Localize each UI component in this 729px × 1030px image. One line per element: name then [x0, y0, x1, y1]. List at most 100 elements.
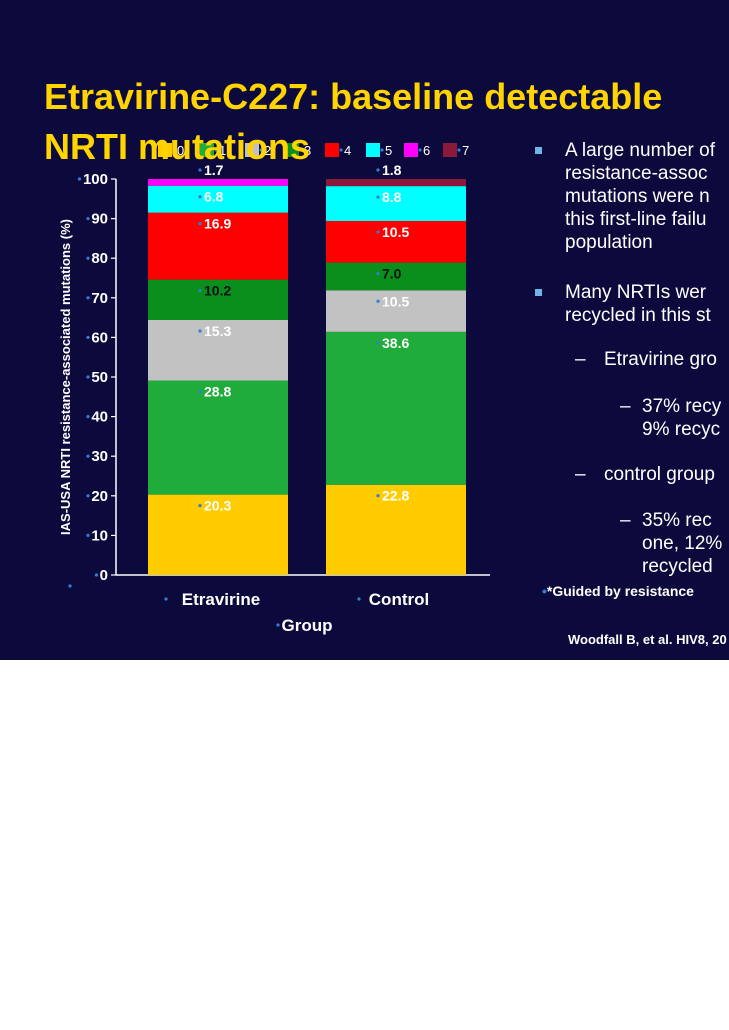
data-label: 6.8	[204, 189, 224, 205]
bullet-dot-icon	[299, 148, 303, 152]
bullet-dot-icon	[68, 584, 72, 588]
sub-etravirine-group: Etravirine gro	[604, 349, 717, 370]
x-tick-label: Etravirine	[182, 590, 260, 609]
data-label: 8.8	[382, 189, 402, 205]
bullet-dot-icon	[86, 494, 90, 498]
bullet-dot-icon	[94, 573, 99, 577]
bullet-dot-icon	[198, 389, 202, 394]
bullet-dot-icon	[198, 168, 202, 172]
bullet-dot-icon	[418, 148, 422, 152]
legend-swatch	[200, 143, 214, 157]
y-tick-label: 40	[91, 409, 108, 426]
bullet-dot-icon	[376, 271, 380, 276]
bullet-dot-icon	[172, 148, 176, 152]
data-label: 22.8	[382, 488, 409, 504]
bullet-dot-icon	[457, 148, 461, 152]
bullet-dot-icon	[376, 230, 380, 234]
bullet-dot-icon	[86, 296, 90, 300]
y-tick-label: 70	[91, 290, 108, 307]
data-label: 1.8	[382, 162, 402, 178]
y-axis-title: IAS-USA NRTI resistance-associated mutat…	[58, 219, 73, 535]
bullet-square-icon	[535, 147, 542, 154]
bullet-dot-icon	[198, 195, 202, 199]
data-label: 28.8	[204, 384, 231, 400]
y-tick-label: 50	[91, 369, 108, 386]
bullet-dot-icon	[198, 504, 202, 508]
bullet-dot-icon	[86, 256, 90, 260]
bar-segment	[148, 494, 288, 575]
data-label: 38.6	[382, 335, 409, 351]
bar-segment	[326, 186, 466, 221]
bar-segment	[148, 279, 288, 320]
slide-title: Etravirine-C227: baseline detectable	[44, 76, 663, 117]
legend-label: 7	[462, 143, 469, 158]
bullet-dot-icon	[86, 335, 90, 339]
bullet-1-line-2: resistance-assoc	[565, 163, 708, 184]
legend-swatch	[325, 143, 339, 157]
bullet-1-line-5: population	[565, 232, 653, 253]
bullet-dot-icon	[380, 148, 384, 152]
bar-segment	[326, 331, 466, 485]
y-tick-label: 60	[91, 329, 108, 346]
y-tick-label: 80	[91, 250, 108, 267]
data-label: 15.3	[204, 323, 231, 339]
data-label: 10.2	[204, 283, 231, 299]
y-tick-label: 30	[91, 448, 108, 465]
sub-etravirine-line-2: 9% recyc	[642, 419, 721, 440]
bar-segment	[148, 179, 288, 186]
dash-icon: –	[620, 396, 631, 417]
bullet-1-line-3: mutations were n	[565, 186, 710, 207]
y-tick-label: 100	[83, 171, 108, 188]
bullet-dot-icon	[86, 454, 90, 458]
x-tick-label: Control	[369, 590, 429, 609]
footnote: •*Guided by resistance	[542, 583, 694, 599]
bar-segment	[148, 212, 288, 280]
bullet-dot-icon	[339, 148, 343, 152]
legend-label: 4	[344, 143, 351, 158]
bullet-dot-icon	[376, 168, 380, 172]
bullet-dot-icon	[376, 494, 380, 498]
legend-swatch	[366, 143, 380, 157]
bullet-dot-icon	[357, 597, 361, 601]
bullet-dot-icon	[86, 217, 90, 221]
x-axis-title: Group	[282, 616, 333, 635]
sub-control-line-3: recycled	[642, 556, 713, 577]
legend-swatch	[245, 143, 259, 157]
sub-control-line-1: 35% rec	[642, 510, 712, 531]
bullet-dot-icon	[376, 195, 380, 199]
bar-segment	[326, 290, 466, 332]
bullet-dot-icon	[86, 533, 90, 538]
bullet-dot-icon	[198, 288, 202, 293]
bullet-dot-icon	[276, 623, 280, 627]
slide: 0 10 20 30 40 50 60 70 80 90 100 IAS-USA NRTI resis…	[0, 0, 729, 660]
legend-label: 6	[423, 143, 430, 158]
legend-swatch	[404, 143, 418, 157]
data-label: 10.5	[382, 224, 409, 240]
sub-etravirine-line-1: 37% recy	[642, 396, 722, 417]
bar-segment	[148, 380, 288, 495]
bar-segment	[326, 484, 466, 575]
legend-label: 5	[385, 143, 392, 158]
data-label: 20.3	[204, 498, 231, 514]
bullet-dot-icon	[77, 177, 82, 181]
legend-swatch	[285, 143, 299, 157]
sub-control-line-2: one, 12%	[642, 533, 723, 554]
y-tick-label: 0	[100, 567, 108, 584]
bar-segment	[326, 179, 466, 187]
bullet-2-line-1: Many NRTIs wer	[565, 282, 707, 303]
legend-label: 0	[177, 143, 184, 158]
bullet-dot-icon	[376, 299, 380, 303]
bar-segment	[326, 262, 466, 291]
bullet-1-line-1: A large number of	[565, 140, 715, 161]
bullet-dot-icon	[164, 597, 168, 601]
data-label: 7.0	[382, 266, 402, 282]
y-tick-label: 10	[91, 527, 108, 544]
legend-label: 3	[304, 143, 311, 158]
bullet-2-line-2: recycled in this st	[565, 305, 711, 326]
bar-segment	[148, 185, 288, 213]
data-label: 16.9	[204, 216, 231, 232]
citation: Woodfall B, et al. HIV8, 20	[568, 632, 727, 647]
data-label: 1.7	[204, 162, 224, 178]
bullet-dot-icon	[198, 329, 202, 333]
